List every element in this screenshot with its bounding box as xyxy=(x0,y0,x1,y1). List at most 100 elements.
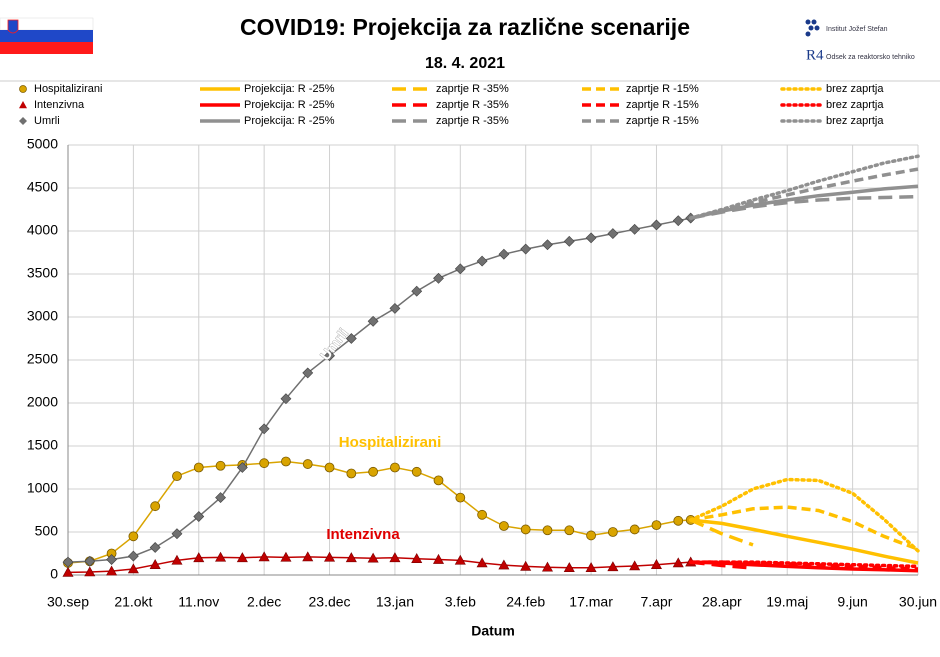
y-tick-label: 500 xyxy=(35,523,59,539)
marker xyxy=(520,560,532,571)
legend-label: zaprtje R -15% xyxy=(626,115,699,127)
chart-subtitle: 18. 4. 2021 xyxy=(425,55,505,72)
projection-line xyxy=(688,477,920,553)
series-line xyxy=(67,460,691,564)
marker xyxy=(607,561,619,572)
logo-mark: R4 xyxy=(806,47,824,63)
marker xyxy=(498,248,510,260)
marker xyxy=(149,559,161,569)
marker xyxy=(236,462,248,473)
marker xyxy=(324,551,336,562)
legend-label: zaprtje R -35% xyxy=(436,83,509,95)
x-tick-label: 28.apr xyxy=(702,594,742,610)
marker xyxy=(389,552,401,563)
legend-marker xyxy=(19,85,27,93)
y-tick-label: 1000 xyxy=(27,480,58,496)
marker xyxy=(454,554,466,565)
marker xyxy=(520,524,531,535)
marker xyxy=(302,459,313,469)
marker xyxy=(84,566,96,577)
annotation: Hospitalizirani xyxy=(339,434,442,451)
legend-marker xyxy=(19,101,27,109)
marker xyxy=(215,551,227,562)
marker xyxy=(106,554,118,565)
marker xyxy=(564,525,575,536)
x-tick-label: 21.okt xyxy=(114,594,152,610)
marker xyxy=(476,255,488,267)
x-tick-label: 19.maj xyxy=(766,594,808,610)
marker xyxy=(520,243,532,255)
y-tick-label: 3500 xyxy=(27,265,58,281)
marker xyxy=(476,557,488,568)
marker xyxy=(171,528,183,540)
marker xyxy=(215,492,226,504)
marker xyxy=(346,468,357,479)
marker xyxy=(368,466,379,477)
marker xyxy=(454,263,466,275)
marker xyxy=(411,285,423,297)
marker xyxy=(258,551,270,562)
marker xyxy=(171,554,183,565)
x-tick-label: 30.sep xyxy=(47,594,89,610)
marker xyxy=(607,228,619,240)
marker xyxy=(84,555,96,567)
legend: Hospitalizirani Projekcija: R -25% zaprtje… xyxy=(0,80,940,127)
x-tick-label: 7.apr xyxy=(641,594,673,610)
legend-label: brez zaprtja xyxy=(826,115,884,127)
x-tick-label: 30.jun xyxy=(899,594,937,610)
marker xyxy=(477,509,488,520)
marker xyxy=(629,524,640,535)
marker xyxy=(411,553,423,563)
y-tick-label: 4500 xyxy=(27,179,58,195)
marker xyxy=(651,219,662,231)
legend-label: brez zaprtja xyxy=(826,99,884,111)
x-tick-label: 11.nov xyxy=(178,594,219,610)
legend-label: Projekcija: R -25% xyxy=(244,83,335,95)
projection-line xyxy=(688,560,920,569)
logo-text: Odsek za reaktorsko tehniko xyxy=(826,54,915,61)
marker xyxy=(62,556,74,568)
x-tick-label: 2.dec xyxy=(247,594,281,610)
marker xyxy=(149,542,161,553)
marker xyxy=(128,531,139,542)
marker xyxy=(127,550,139,562)
legend-label: Intenzivna xyxy=(34,99,85,111)
marker xyxy=(302,367,314,379)
marker xyxy=(367,315,379,327)
marker xyxy=(542,239,553,251)
legend-label: Projekcija: R -25% xyxy=(244,115,335,127)
y-tick-label: 4000 xyxy=(27,222,58,238)
marker xyxy=(411,466,422,477)
marker xyxy=(106,565,118,576)
projection-line xyxy=(690,194,919,220)
marker xyxy=(172,471,182,482)
marker xyxy=(672,557,684,568)
marker xyxy=(650,559,662,569)
annotation: Intenzivna xyxy=(326,526,400,543)
marker xyxy=(324,350,335,362)
projection-line xyxy=(690,518,919,565)
projection-line xyxy=(689,518,754,547)
marker xyxy=(324,462,335,473)
legend-label: zaprtje R -15% xyxy=(626,83,699,95)
projection-line xyxy=(690,560,754,570)
marker xyxy=(672,215,684,227)
x-tick-label: 13.jan xyxy=(376,594,414,610)
marker xyxy=(281,456,291,467)
marker xyxy=(193,511,205,522)
y-tick-label: 0 xyxy=(50,566,58,582)
y-tick-label: 2000 xyxy=(27,394,58,410)
legend-label: brez zaprtja xyxy=(826,83,884,95)
legend-label: Hospitalizirani xyxy=(34,83,102,95)
legend-label: zaprtje R -35% xyxy=(436,115,509,127)
marker xyxy=(259,458,270,469)
marker xyxy=(433,475,444,486)
legend-label: zaprtje R -35% xyxy=(436,99,509,111)
series-line xyxy=(67,217,691,563)
series-line xyxy=(67,556,691,574)
x-tick-label: 24.feb xyxy=(506,594,545,610)
y-tick-label: 3000 xyxy=(27,308,58,324)
marker xyxy=(367,552,379,563)
projection-line xyxy=(690,505,919,551)
